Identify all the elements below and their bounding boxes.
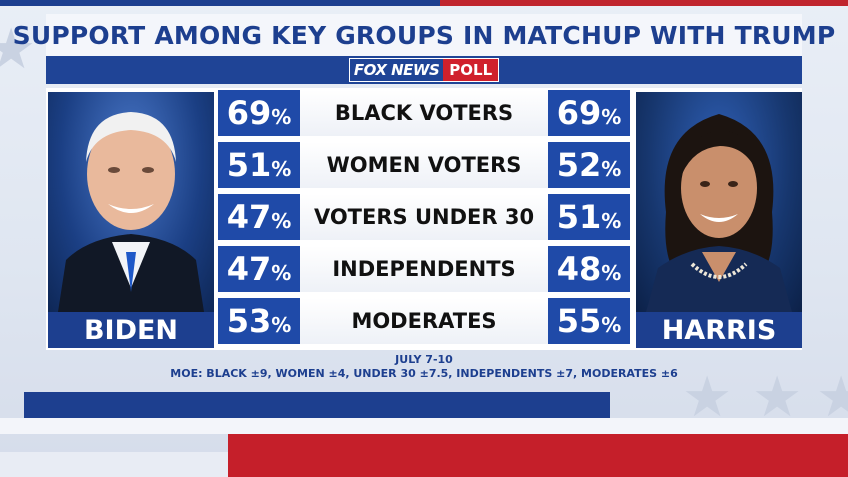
star-icon: ★ [816,365,848,430]
biden-value-number: 53 [226,302,272,340]
bottom-stripe-white [0,418,848,434]
group-label: BLACK VOTERS [300,90,548,136]
harris-name-bar: HARRIS [636,312,802,348]
biden-value-number: 69 [226,94,272,132]
harris-value-number: 51 [556,198,602,236]
percent-sign: % [271,313,292,337]
biden-value: 69% [218,90,300,136]
brand-bar: FOX NEWS POLL [46,56,802,84]
table-row: 51% WOMEN VOTERS 52% [218,142,630,188]
fox-news-poll-logo: FOX NEWS POLL [348,58,500,82]
table-row: 47% VOTERS UNDER 30 51% [218,194,630,240]
star-icon: ★ [0,17,37,82]
biden-value-number: 47 [226,250,272,288]
top-stripe-red [440,0,848,6]
biden-name-bar: BIDEN [48,312,214,348]
biden-value: 47% [218,246,300,292]
percent-sign: % [601,313,622,337]
harris-portrait-illustration [646,114,792,312]
harris-portrait [636,92,802,312]
percent-sign: % [601,209,622,233]
biden-value: 51% [218,142,300,188]
harris-value: 52% [548,142,630,188]
title-box: SUPPORT AMONG KEY GROUPS IN MATCHUP WITH… [13,14,835,56]
harris-value: 69% [548,90,630,136]
chart-title: SUPPORT AMONG KEY GROUPS IN MATCHUP WITH… [12,20,836,50]
harris-value-number: 52 [556,146,602,184]
harris-value: 51% [548,194,630,240]
star-icon: ★ [752,365,803,430]
percent-sign: % [271,209,292,233]
biden-value: 47% [218,194,300,240]
percent-sign: % [271,157,292,181]
percent-sign: % [271,105,292,129]
group-label: VOTERS UNDER 30 [300,194,548,240]
poll-dates: JULY 7-10 [395,353,453,366]
margin-of-error: MOE: BLACK ±9, WOMEN ±4, UNDER 30 ±7.5, … [170,367,678,380]
percent-sign: % [601,157,622,181]
top-stripe-blue [0,0,440,6]
biden-value-number: 51 [226,146,272,184]
table-row: 53% MODERATES 55% [218,298,630,344]
biden-portrait-illustration [58,112,204,312]
table-row: 47% INDEPENDENTS 48% [218,246,630,292]
group-label: WOMEN VOTERS [300,142,548,188]
harris-value-number: 55 [556,302,602,340]
bottom-stripe-blue [24,392,610,418]
percent-sign: % [271,261,292,285]
brand-poll: POLL [443,59,499,81]
harris-value: 48% [548,246,630,292]
harris-value-number: 48 [556,250,602,288]
biden-value: 53% [218,298,300,344]
harris-value: 55% [548,298,630,344]
star-icon: ★ [682,365,733,430]
group-label: MODERATES [300,298,548,344]
brand-fox-news: FOX NEWS [349,59,444,81]
biden-portrait [48,92,214,312]
percent-sign: % [601,105,622,129]
group-label: INDEPENDENTS [300,246,548,292]
biden-value-number: 47 [226,198,272,236]
bottom-stripe-red [228,434,848,477]
table-row: 69% BLACK VOTERS 69% [218,90,630,136]
percent-sign: % [601,261,622,285]
footer: JULY 7-10 MOE: BLACK ±9, WOMEN ±4, UNDER… [46,353,802,381]
harris-value-number: 69 [556,94,602,132]
bottom-stripe-light [0,452,228,477]
